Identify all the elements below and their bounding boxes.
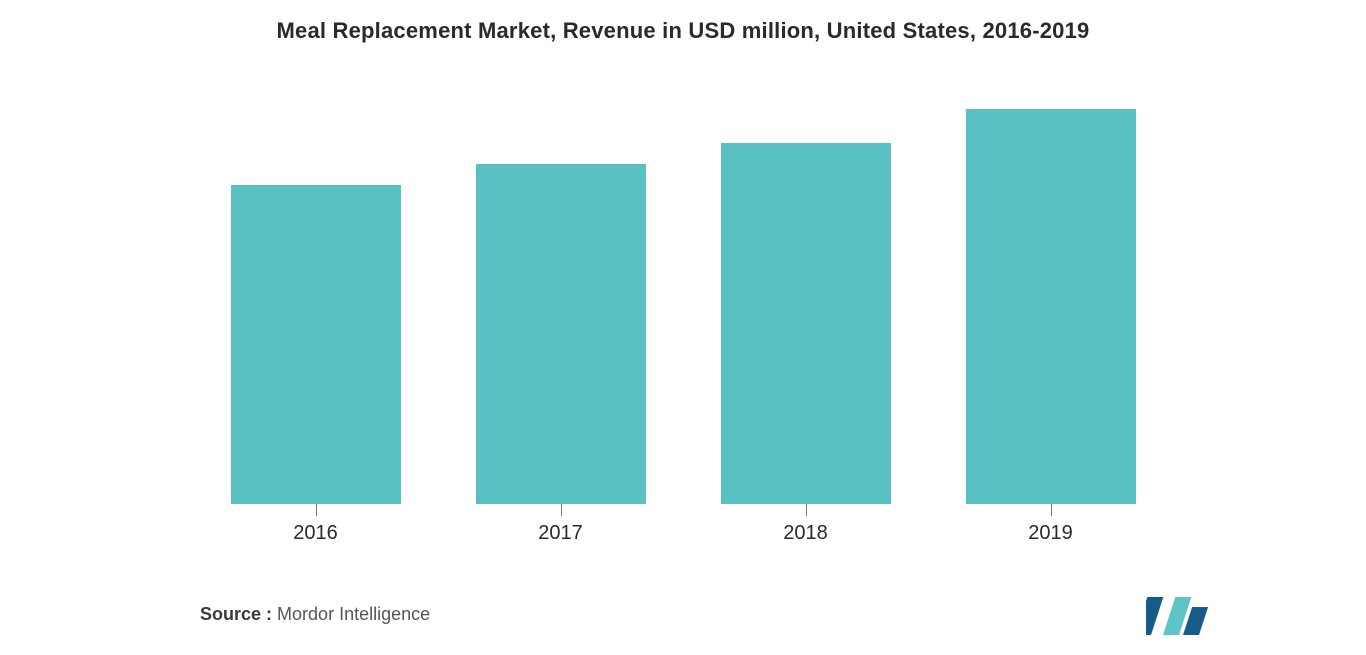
bar-slot xyxy=(438,84,683,504)
x-label: 2018 xyxy=(683,522,928,545)
bar-2016 xyxy=(231,185,401,504)
x-tick xyxy=(561,504,562,516)
x-label: 2019 xyxy=(928,522,1173,545)
plot-area xyxy=(193,84,1173,504)
source-name: Mordor Intelligence xyxy=(277,604,430,624)
x-tick xyxy=(316,504,317,516)
bar-slot xyxy=(683,84,928,504)
x-label: 2016 xyxy=(193,522,438,545)
chart-title: Meal Replacement Market, Revenue in USD … xyxy=(40,18,1326,44)
bar-2018 xyxy=(721,143,891,504)
bar-2017 xyxy=(476,164,646,504)
bar-2019 xyxy=(966,109,1136,504)
x-tick xyxy=(806,504,807,516)
source-line: Source : Mordor Intelligence xyxy=(200,604,430,625)
mordor-logo-icon xyxy=(1146,595,1216,637)
x-axis-labels: 2016 2017 2018 2019 xyxy=(193,522,1173,545)
x-tick xyxy=(1051,504,1052,516)
bar-slot xyxy=(928,84,1173,504)
bar-slot xyxy=(193,84,438,504)
chart-container: Meal Replacement Market, Revenue in USD … xyxy=(0,0,1366,655)
x-label: 2017 xyxy=(438,522,683,545)
source-label: Source : xyxy=(200,604,272,624)
bars-row xyxy=(193,84,1173,504)
